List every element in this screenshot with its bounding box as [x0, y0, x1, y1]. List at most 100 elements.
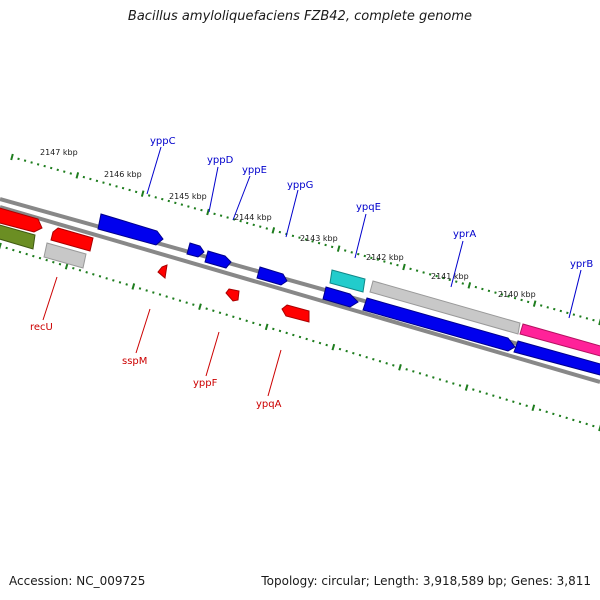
- upper-tick-mark: [17, 157, 20, 161]
- gene-recU-gray[interactable]: [43, 242, 87, 269]
- upper-tick-mark: [311, 240, 314, 243]
- gene-label-yppD[interactable]: yppD: [207, 155, 234, 166]
- gene-olive[interactable]: [0, 224, 36, 250]
- lower-tick-mark: [418, 372, 422, 375]
- upper-tick-mark: [69, 172, 73, 175]
- upper-tick-ring: [10, 153, 600, 326]
- lower-tick-mark: [138, 287, 142, 290]
- lower-tick-mark: [18, 250, 22, 254]
- upper-tick-mark: [553, 307, 556, 311]
- upper-tick-mark: [370, 256, 373, 260]
- leader-line-ypqE: [354, 213, 367, 259]
- gene-sspM[interactable]: [157, 264, 168, 279]
- upper-tick-mark: [467, 282, 472, 289]
- lower-tick-mark: [285, 331, 288, 335]
- lower-tick-mark: [12, 248, 15, 252]
- upper-tick-mark: [232, 218, 236, 221]
- lower-tick-mark: [498, 396, 502, 399]
- gene-red-forward-1[interactable]: [0, 207, 43, 233]
- gene-label-yppC[interactable]: yppC: [150, 136, 176, 147]
- lower-tick-mark: [445, 380, 448, 383]
- upper-tick-mark: [526, 300, 530, 304]
- upper-tick-mark: [448, 278, 451, 282]
- leader-line-yppD: [208, 166, 219, 213]
- upper-tick-mark: [49, 166, 53, 170]
- upper-tick-mark: [180, 203, 184, 206]
- upper-tick-mark: [30, 161, 33, 164]
- lower-tick-mark: [178, 299, 182, 302]
- upper-tick-mark: [219, 214, 223, 217]
- lower-tick-mark: [458, 384, 462, 387]
- gene-label-yppG[interactable]: yppG: [287, 180, 313, 191]
- gene-label-yppF[interactable]: yppF: [193, 378, 218, 389]
- upper-tick-mark: [161, 197, 164, 201]
- lower-tick-mark: [85, 271, 88, 274]
- upper-tick-mark: [474, 285, 478, 289]
- upper-tick-mark: [115, 185, 118, 188]
- upper-tick-mark: [579, 315, 582, 318]
- gene-ypqA[interactable]: [281, 304, 310, 323]
- gene-yppE[interactable]: [204, 250, 232, 269]
- leader-line-ypqA: [267, 349, 282, 397]
- gene-ypqE-lower[interactable]: [322, 286, 359, 308]
- gene-label-yppE[interactable]: yppE: [242, 165, 267, 176]
- gene-label-recU[interactable]: recU: [30, 322, 53, 333]
- lower-tick-mark: [372, 357, 375, 361]
- scale-label: 2144 kbp: [234, 213, 272, 222]
- upper-tick-mark: [89, 177, 92, 181]
- upper-tick-mark: [539, 304, 543, 307]
- scale-label: 2145 kbp: [169, 192, 207, 201]
- gene-label-ypqE[interactable]: ypqE: [356, 202, 381, 213]
- lower-tick-mark: [165, 295, 168, 298]
- lower-tick-mark: [98, 275, 102, 278]
- lower-tick-mark: [198, 303, 202, 310]
- leader-line-yprA: [450, 240, 464, 288]
- gene-yppD[interactable]: [186, 242, 205, 258]
- lower-tick-mark: [38, 256, 42, 260]
- gene-yppF[interactable]: [225, 288, 240, 302]
- upper-tick-mark: [206, 208, 210, 216]
- gene-gray-yprA[interactable]: [369, 280, 521, 335]
- gene-magenta-yprB[interactable]: [519, 323, 600, 357]
- lower-tick-mark: [305, 337, 308, 341]
- upper-tick-mark: [63, 170, 66, 173]
- gene-yprB-forward[interactable]: [513, 340, 600, 376]
- lower-tick-mark: [292, 333, 295, 337]
- upper-tick-mark: [343, 249, 347, 252]
- scale-label: 2142 kbp: [366, 253, 404, 262]
- upper-tick-mark: [422, 271, 425, 274]
- upper-tick-mark: [396, 263, 399, 267]
- gene-label-sspM[interactable]: sspM: [122, 356, 147, 367]
- upper-tick-mark: [95, 179, 99, 183]
- lower-tick-mark: [0, 242, 2, 250]
- backbone-lower-line: [0, 205, 600, 384]
- lower-tick-mark: [572, 418, 575, 422]
- gene-label-yprA[interactable]: yprA: [453, 229, 476, 240]
- lower-tick-mark: [72, 266, 75, 270]
- lower-tick-mark: [52, 260, 55, 264]
- upper-tick-mark: [278, 230, 282, 234]
- gene-recU-red[interactable]: [50, 227, 94, 252]
- lower-tick-mark: [352, 351, 355, 355]
- upper-tick-mark: [140, 190, 145, 197]
- lower-tick-mark: [505, 398, 508, 401]
- upper-tick-mark: [461, 282, 465, 285]
- upper-tick-mark: [154, 196, 157, 199]
- gene-ypqE[interactable]: [329, 269, 366, 293]
- lower-tick-mark: [78, 268, 82, 272]
- scale-label: 2146 kbp: [104, 170, 142, 179]
- lower-tick-mark: [218, 311, 222, 315]
- gene-label-ypqA[interactable]: ypqA: [256, 399, 282, 410]
- lower-tick-mark: [425, 374, 428, 377]
- lower-tick-mark: [472, 388, 475, 391]
- gene-yppC[interactable]: [97, 213, 164, 246]
- gene-yppG[interactable]: [256, 266, 288, 286]
- upper-tick-mark: [187, 205, 190, 208]
- gene-label-yprB[interactable]: yprB: [570, 259, 593, 270]
- scale-label: 2141 kbp: [431, 272, 469, 281]
- gene-yprA-forward[interactable]: [362, 297, 516, 352]
- upper-tick-mark: [592, 318, 595, 322]
- upper-tick-mark: [428, 273, 432, 276]
- upper-tick-mark: [304, 238, 308, 241]
- lower-tick-mark: [192, 303, 195, 306]
